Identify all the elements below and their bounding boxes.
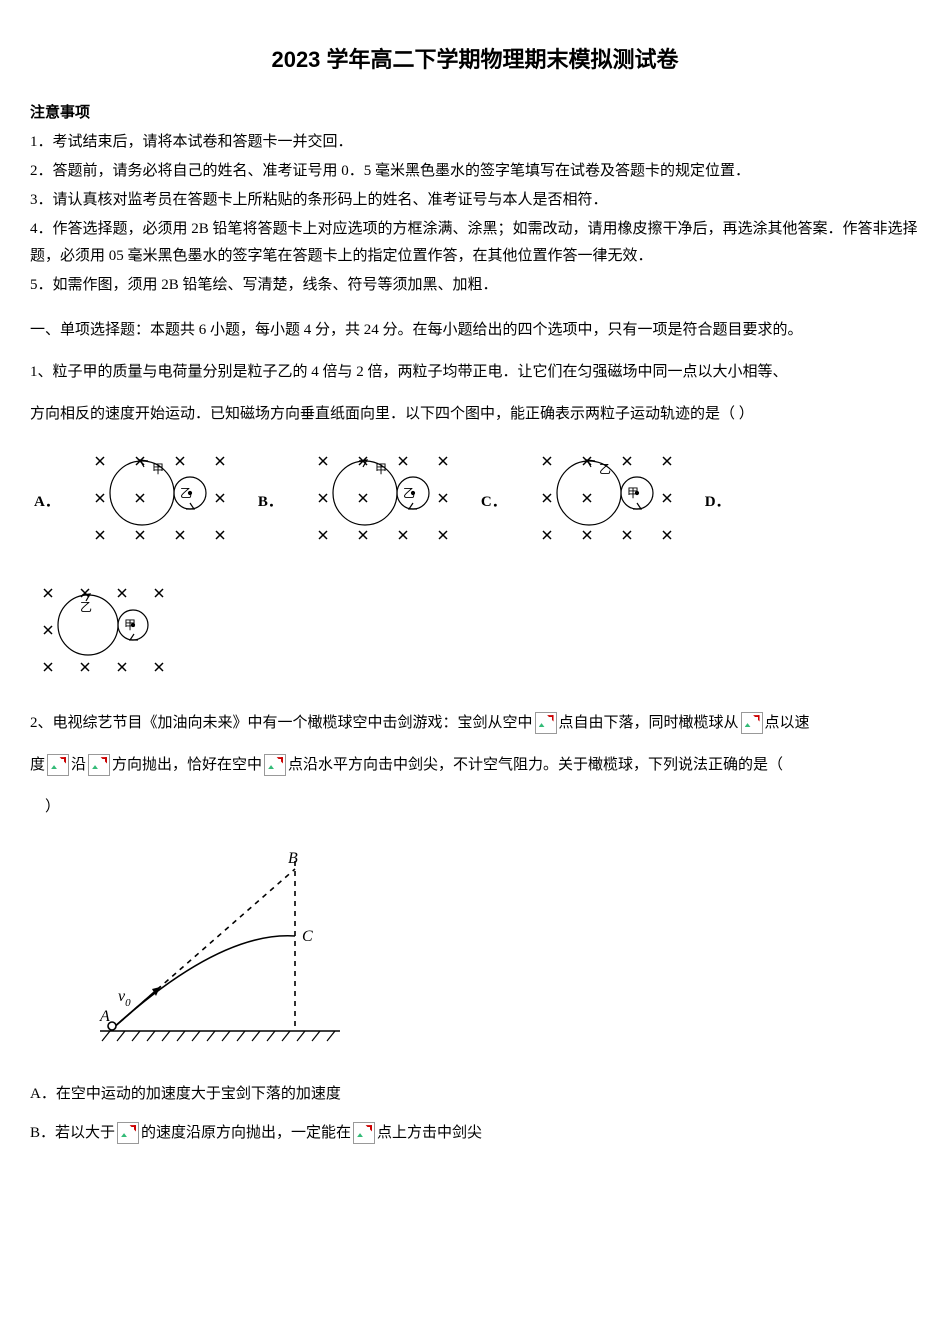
q2b-mid: 的速度沿原方向抛出，一定能在 [141,1125,351,1141]
broken-image-icon [353,1122,375,1144]
notice-header: 注意事项 [30,100,920,127]
svg-text:甲: 甲 [627,486,639,500]
q2b-post: 点上方击中剑尖 [377,1125,482,1141]
instruction-item: 3．请认真核对监考员在答题卡上所粘贴的条形码上的姓名、准考证号与本人是否相符． [30,187,920,214]
svg-text:C: C [302,928,313,945]
question-1: 1、粒子甲的质量与电荷量分别是粒子乙的 4 倍与 2 倍，两粒子均带正电．让它们… [30,359,920,695]
svg-text:乙: 乙 [180,486,192,500]
instruction-item: 4．作答选择题，必须用 2B 铅笔将答题卡上对应选项的方框涂满、涂黑；如需改动，… [30,216,920,270]
question-2: 2、电视综艺节目《加油向未来》中有一个橄榄球空中击剑游戏：宝剑从空中 点自由下落，… [30,710,920,1147]
q2-mid1: 点自由下落，同时橄榄球从 [559,715,739,731]
broken-image-icon [88,754,110,776]
q2-figure: A B C v0 [90,841,920,1061]
q1-options-row1: A． [30,443,920,563]
svg-text:乙: 乙 [80,600,92,614]
svg-text:A: A [99,1008,110,1025]
q2-l2b: 沿 [71,757,86,773]
broken-image-icon [264,754,286,776]
q2-mid2: 点以速 [765,715,810,731]
svg-text:乙: 乙 [599,462,611,476]
q1-text-line2: 方向相反的速度开始运动．已知磁场方向垂直纸面向里．以下四个图中，能正确表示两粒子… [30,401,920,428]
svg-text:甲: 甲 [375,462,387,476]
option-label-b: B． [258,489,283,516]
option-label-d: D． [705,489,731,516]
svg-text:v0: v0 [118,988,131,1009]
broken-image-icon [117,1122,139,1144]
q2-choices: A．在空中运动的加速度大于宝剑下落的加速度 B．若以大于 的速度沿原方向抛出，一定… [30,1081,920,1147]
exam-title: 2023 学年高二下学期物理期末模拟测试卷 [30,40,920,80]
q2-text-line2: 度 沿 方向抛出，恰好在空中 点沿水平方向击中剑尖，不计空气阻力。关于橄榄球，下列说法… [30,752,920,779]
svg-text:乙: 乙 [403,486,415,500]
q1-diagram-b: 甲 乙 [297,443,467,563]
q2-text-line1: 2、电视综艺节目《加油向未来》中有一个橄榄球空中击剑游戏：宝剑从空中 点自由下落，… [30,710,920,737]
q1-diagram-a: 甲 乙 [74,443,244,563]
q2-l2a: 度 [30,757,45,773]
option-label-c: C． [481,489,507,516]
q2-close-paren: ） [30,794,920,821]
instructions-block: 注意事项 1．考试结束后，请将本试卷和答题卡一并交回． 2．答题前，请务必将自己… [30,100,920,299]
section-1-intro: 一、单项选择题：本题共 6 小题，每小题 4 分，共 24 分。在每小题给出的四… [30,317,920,344]
broken-image-icon [535,712,557,734]
q2-choice-a: A．在空中运动的加速度大于宝剑下落的加速度 [30,1081,920,1108]
q2-l2c: 方向抛出，恰好在空中 [112,757,262,773]
instruction-item: 5．如需作图，须用 2B 铅笔绘、写清楚，线条、符号等须加黑、加粗． [30,272,920,299]
option-label-a: A． [34,489,60,516]
broken-image-icon [47,754,69,776]
q1-text-line1: 1、粒子甲的质量与电荷量分别是粒子乙的 4 倍与 2 倍，两粒子均带正电．让它们… [30,359,920,386]
q2b-pre: B．若以大于 [30,1125,115,1141]
instruction-item: 2．答题前，请务必将自己的姓名、准考证号用 0．5 毫米黑色墨水的签字笔填写在试… [30,158,920,185]
svg-text:B: B [288,850,298,867]
broken-image-icon [741,712,763,734]
q2-l2d: 点沿水平方向击中剑尖，不计空气阻力。关于橄榄球，下列说法正确的是（ [288,757,783,773]
q1-diagram-c: 乙 甲 [521,443,691,563]
q1-diagram-d: 乙 甲 [30,575,920,695]
svg-text:甲: 甲 [152,462,164,476]
q2-pre: 2、电视综艺节目《加油向未来》中有一个橄榄球空中击剑游戏：宝剑从空中 [30,715,533,731]
q2-choice-b: B．若以大于 的速度沿原方向抛出，一定能在 点上方击中剑尖 [30,1120,920,1147]
svg-text:甲: 甲 [124,618,136,632]
instruction-item: 1．考试结束后，请将本试卷和答题卡一并交回． [30,129,920,156]
